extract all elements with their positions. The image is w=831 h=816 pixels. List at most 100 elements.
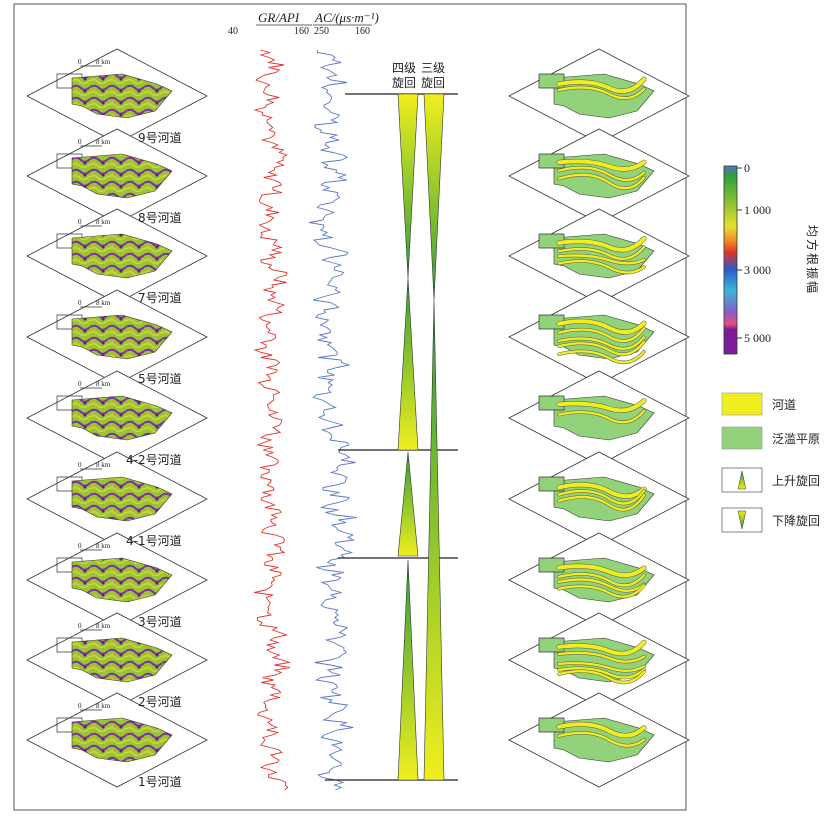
scale-label: 8 km [96, 380, 111, 388]
map-inset [538, 395, 565, 411]
channel-body [557, 584, 646, 598]
scale-zero: 0 [78, 299, 82, 307]
channel-body [557, 640, 646, 656]
amplitude-map-panel: 0 8 km [26, 289, 208, 385]
scale-label: 8 km [96, 218, 111, 226]
scale-label: 8 km [96, 461, 111, 469]
amplitude-map-panel: 0 8 km [26, 532, 208, 628]
third-cycle-rising [423, 299, 445, 781]
channel-body [557, 173, 646, 190]
colorbar-ramp [723, 165, 738, 355]
ac-axis-label: AC/(μs·m⁻¹) [314, 10, 379, 25]
scale-zero: 0 [78, 58, 82, 66]
floodplain-area [553, 717, 655, 763]
channel-body [557, 572, 646, 587]
scale-label: 8 km [96, 138, 111, 146]
channel-body [557, 494, 646, 511]
channel-body [557, 340, 646, 356]
channel-body [557, 731, 646, 747]
scale-zero: 0 [78, 218, 82, 226]
channel-labels: 9号河道 8号河道 7号河道 5号河道 4-2号河道 4-1号河道 3号河道 2号河道 1号河道 [126, 131, 182, 789]
amplitude-map [71, 314, 173, 360]
log-header: GR/API 40 160 AC/(μs·m⁻¹) 250 160 [228, 10, 379, 37]
channel-label: 2号河道 [138, 695, 182, 709]
channel-body [557, 482, 646, 499]
facies-map-column [508, 48, 690, 788]
legend-channel-swatch [721, 392, 763, 416]
scale-zero: 0 [78, 622, 82, 630]
colorbar-tick-label: 5 000 [744, 331, 771, 345]
scale-zero: 0 [78, 461, 82, 469]
scale-label: 8 km [96, 299, 111, 307]
channel-body [557, 159, 646, 172]
fourth-order-cycles [397, 93, 419, 781]
third-order-cycles [423, 93, 445, 781]
colorbar-tick-label: 3 000 [744, 263, 771, 277]
legend-rising-icon [737, 470, 747, 490]
channel-body [557, 651, 646, 663]
legend-floodplain-swatch [721, 426, 763, 450]
channel-label: 7号河道 [138, 291, 182, 305]
colorbar-title: 均方根振幅 [805, 225, 820, 295]
scale-label: 8 km [96, 58, 111, 66]
channel-body [557, 669, 646, 684]
channel-body [557, 409, 646, 424]
scale-label: 8 km [96, 702, 111, 710]
amplitude-map [71, 476, 173, 522]
channel-body [557, 578, 646, 593]
channel-body [557, 319, 646, 335]
facies-map-panel [508, 48, 690, 144]
scale-zero: 0 [78, 380, 82, 388]
colorbar-tick-label: 0 [744, 161, 750, 175]
facies-map-panel [508, 208, 690, 304]
fourth-cycle-4-rising [397, 559, 419, 781]
channel-body [557, 86, 646, 100]
gr-log-curve [253, 49, 292, 791]
amplitude-map-panel: 0 8 km [26, 692, 208, 788]
amplitude-map-panel: 0 8 km [26, 612, 208, 708]
fourth-cycle-2-rising [397, 277, 419, 451]
gr-axis-label: GR/API [258, 10, 300, 25]
ac-right-tick: 160 [355, 26, 370, 37]
amplitude-map-panel: 0 8 km [26, 48, 208, 144]
facies-map-panel [508, 451, 690, 547]
channel-body [557, 327, 646, 343]
gr-min-tick: 40 [228, 26, 238, 37]
channel-body [557, 245, 646, 261]
channel-label: 1号河道 [138, 775, 182, 789]
facies-map-panel [508, 692, 690, 788]
gr-max-tick: 160 [294, 26, 309, 37]
channel-body [557, 564, 646, 578]
legend-rising-label: 上升旋回 [772, 474, 820, 488]
channel-body [557, 259, 646, 274]
facies-map-panel [508, 612, 690, 708]
legend-channel-label: 河道 [772, 398, 796, 412]
channel-body [557, 236, 646, 252]
amplitude-map-column: 0 8 km 0 8 km 0 8 km 0 8 km 0 8 km 0 8 km 0 8 km 0 8 km… [26, 48, 208, 788]
channel-body [557, 77, 646, 94]
legend-falling-icon [737, 510, 747, 530]
facies-map-panel [508, 128, 690, 224]
legend-falling-label: 下降旋回 [772, 514, 820, 528]
amplitude-map-panel: 0 8 km [26, 451, 208, 547]
amplitude-map [71, 717, 173, 763]
channel-label: 3号河道 [138, 615, 182, 629]
amplitude-map [71, 73, 173, 119]
scale-zero: 0 [78, 542, 82, 550]
scale-label: 8 km [96, 622, 111, 630]
ac-log-curve [309, 50, 357, 791]
third-order-header-line1: 三级 [421, 61, 445, 75]
legend: 河道 泛滥平原 上升旋回 下降旋回 [721, 392, 820, 533]
channel-body [557, 166, 646, 182]
amplitude-map-panel: 0 8 km [26, 128, 208, 224]
channel-body [557, 336, 646, 350]
channel-body [557, 254, 646, 265]
amplitude-map [71, 557, 173, 603]
figure-frame [13, 3, 687, 811]
channel-body [557, 350, 646, 364]
facies-map-panel [508, 370, 690, 466]
amplitude-map [71, 153, 173, 199]
facies-map-panel [508, 532, 690, 628]
channel-body [557, 489, 646, 505]
